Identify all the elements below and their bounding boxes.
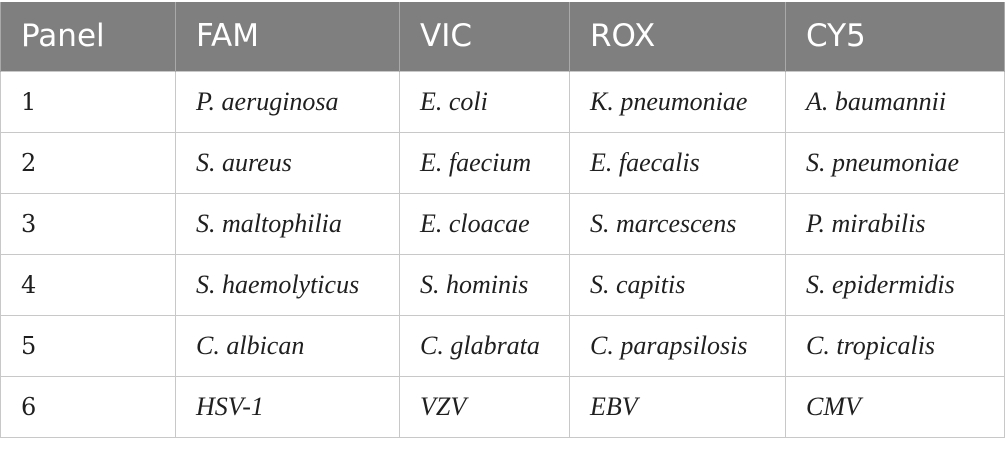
rox-cell: EBV <box>569 375 786 438</box>
fam-cell: S. haemolyticus <box>175 253 400 316</box>
panel-number: 3 <box>0 192 176 255</box>
vic-cell: VZV <box>399 375 570 438</box>
rox-cell: K. pneumoniae <box>569 70 786 133</box>
panel-number: 1 <box>0 70 176 133</box>
fam-cell: S. maltophilia <box>175 192 400 255</box>
cy5-cell: C. tropicalis <box>785 314 1005 377</box>
cy5-cell: P. mirabilis <box>785 192 1005 255</box>
cy5-cell: S. epidermidis <box>785 253 1005 316</box>
rox-cell: C. parapsilosis <box>569 314 786 377</box>
table-row: 4 S. haemolyticus S. hominis S. capitis … <box>0 253 1005 316</box>
vic-cell: E. faecium <box>399 131 570 194</box>
header-cy5: CY5 <box>785 2 1005 71</box>
fam-cell: S. aureus <box>175 131 400 194</box>
rox-cell: E. faecalis <box>569 131 786 194</box>
panel-number: 6 <box>0 375 176 438</box>
table-row: 5 C. albican C. glabrata C. parapsilosis… <box>0 314 1005 377</box>
table-header-row: Panel FAM VIC ROX CY5 <box>0 2 1005 71</box>
panel-table: Panel FAM VIC ROX CY5 1 P. aeruginosa E.… <box>0 2 1005 438</box>
vic-cell: S. hominis <box>399 253 570 316</box>
panel-number: 5 <box>0 314 176 377</box>
vic-cell: E. cloacae <box>399 192 570 255</box>
cy5-cell: A. baumannii <box>785 70 1005 133</box>
fam-cell: HSV-1 <box>175 375 400 438</box>
header-fam: FAM <box>175 2 400 71</box>
cy5-cell: CMV <box>785 375 1005 438</box>
panel-number: 4 <box>0 253 176 316</box>
panel-number: 2 <box>0 131 176 194</box>
vic-cell: C. glabrata <box>399 314 570 377</box>
cy5-cell: S. pneumoniae <box>785 131 1005 194</box>
header-rox: ROX <box>569 2 786 71</box>
table-row: 6 HSV-1 VZV EBV CMV <box>0 375 1005 438</box>
rox-cell: S. marcescens <box>569 192 786 255</box>
table-row: 1 P. aeruginosa E. coli K. pneumoniae A.… <box>0 70 1005 133</box>
header-panel: Panel <box>0 2 176 71</box>
header-vic: VIC <box>399 2 570 71</box>
fam-cell: P. aeruginosa <box>175 70 400 133</box>
vic-cell: E. coli <box>399 70 570 133</box>
table-row: 3 S. maltophilia E. cloacae S. marcescen… <box>0 192 1005 255</box>
fam-cell: C. albican <box>175 314 400 377</box>
table-row: 2 S. aureus E. faecium E. faecalis S. pn… <box>0 131 1005 194</box>
rox-cell: S. capitis <box>569 253 786 316</box>
